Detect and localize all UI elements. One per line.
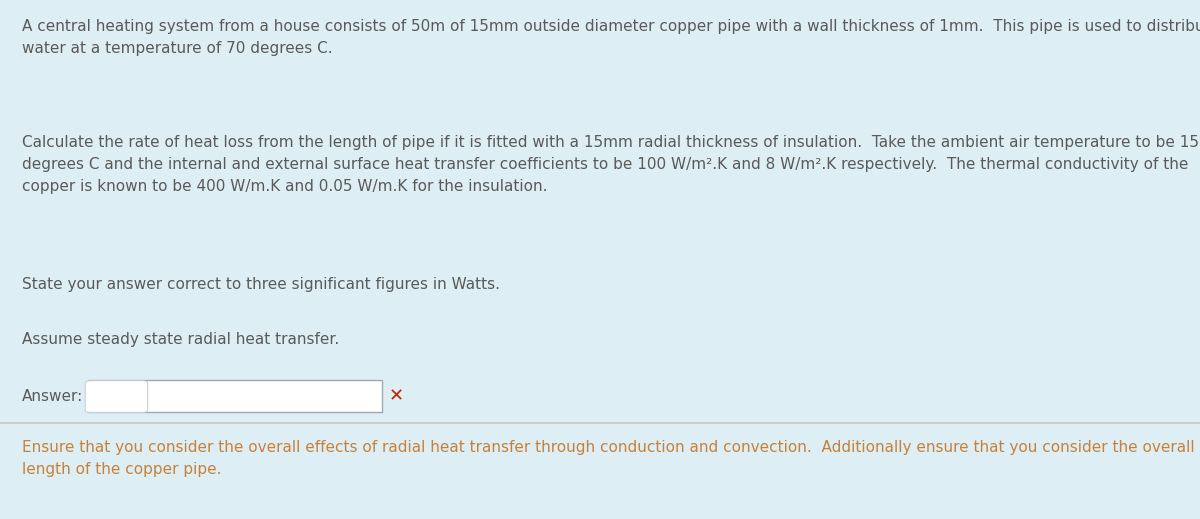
Text: Assume steady state radial heat transfer.: Assume steady state radial heat transfer… (22, 332, 338, 347)
Text: Ensure that you consider the overall effects of radial heat transfer through con: Ensure that you consider the overall eff… (22, 440, 1194, 477)
FancyBboxPatch shape (88, 380, 382, 413)
Text: A central heating system from a house consists of 50m of 15mm outside diameter c: A central heating system from a house co… (22, 19, 1200, 56)
Text: Calculate the rate of heat loss from the length of pipe if it is fitted with a 1: Calculate the rate of heat loss from the… (22, 135, 1199, 194)
Text: Answer:: Answer: (22, 389, 83, 404)
Text: State your answer correct to three significant figures in Watts.: State your answer correct to three signi… (22, 277, 499, 292)
Text: ✕: ✕ (389, 388, 404, 406)
FancyBboxPatch shape (85, 381, 148, 413)
